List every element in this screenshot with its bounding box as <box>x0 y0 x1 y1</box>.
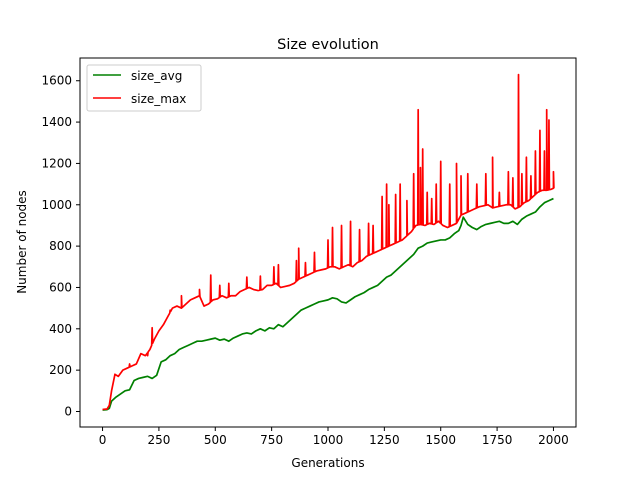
x-tick-label: 1500 <box>425 433 456 447</box>
series-line-size-max <box>102 73 555 411</box>
y-axis: 0 200 400 600 800 1000 1200 1400 1600 <box>41 74 80 418</box>
y-tick-label: 800 <box>49 239 72 253</box>
y-tick-label: 400 <box>49 322 72 336</box>
y-tick-label: 200 <box>49 363 72 377</box>
y-tick-label: 0 <box>64 404 72 418</box>
x-tick-label: 1000 <box>313 433 344 447</box>
y-tick-label: 600 <box>49 280 72 294</box>
x-tick-label: 1250 <box>369 433 400 447</box>
y-tick-label: 1000 <box>41 198 72 212</box>
plot-area <box>102 73 555 411</box>
x-axis-label: Generations <box>291 456 364 470</box>
y-tick-label: 1200 <box>41 156 72 170</box>
legend-box <box>86 64 202 112</box>
x-tick-label: 1750 <box>482 433 513 447</box>
legend: size_avg size_max <box>86 64 202 112</box>
y-tick-label: 1400 <box>41 115 72 129</box>
y-axis-label: Number of nodes <box>15 190 29 294</box>
x-tick-label: 2000 <box>538 433 569 447</box>
x-tick-label: 0 <box>99 433 107 447</box>
x-axis: 0 250 500 750 1000 1250 1500 1750 2000 <box>99 427 569 447</box>
x-tick-label: 250 <box>147 433 170 447</box>
legend-label-size-avg: size_avg <box>131 69 182 83</box>
legend-label-size-max: size_max <box>131 92 186 106</box>
series-line-size-avg <box>102 197 554 411</box>
x-tick-label: 750 <box>260 433 283 447</box>
chart-title: Size evolution <box>277 37 379 53</box>
y-tick-label: 1600 <box>41 74 72 88</box>
x-tick-label: 500 <box>204 433 227 447</box>
